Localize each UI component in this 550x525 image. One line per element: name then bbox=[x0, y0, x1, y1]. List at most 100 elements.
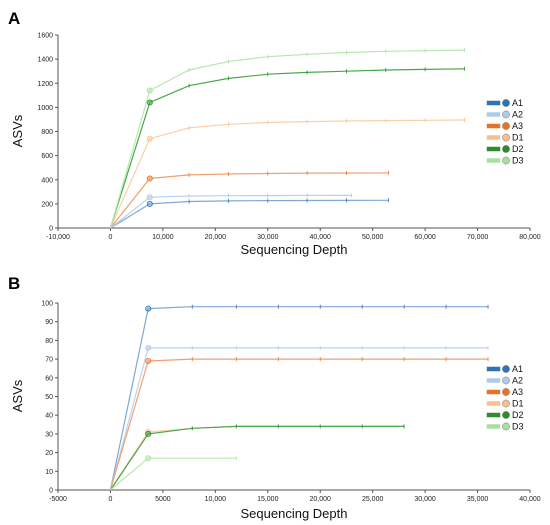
legend-swatch-line bbox=[486, 146, 501, 152]
legend-label: D2 bbox=[512, 144, 524, 154]
series-a1 bbox=[110, 198, 389, 229]
x-tick-label: 30,000 bbox=[414, 496, 436, 503]
y-tick-label: 400 bbox=[41, 177, 53, 184]
series-d2 bbox=[109, 66, 465, 229]
series-a2 bbox=[110, 193, 353, 229]
data-point bbox=[146, 194, 153, 201]
series-d2 bbox=[109, 424, 405, 491]
data-point bbox=[146, 99, 153, 106]
series-line-a3 bbox=[109, 358, 488, 491]
x-tick-label: 50,000 bbox=[362, 234, 384, 241]
x-tick-label: 15,000 bbox=[257, 496, 279, 503]
y-axis-label: ASVs bbox=[10, 379, 25, 412]
y-tick-label: 600 bbox=[41, 153, 53, 160]
series-d3 bbox=[110, 455, 237, 491]
series-a2 bbox=[109, 344, 489, 491]
x-tick-label: 20,000 bbox=[205, 234, 227, 241]
legend-label: D1 bbox=[512, 399, 524, 409]
x-tick-label: 0 bbox=[108, 234, 112, 241]
legend-label: A1 bbox=[512, 98, 523, 108]
y-tick-label: 30 bbox=[45, 431, 53, 438]
series-a1 bbox=[109, 304, 489, 491]
legend-swatch-marker bbox=[502, 399, 510, 408]
data-point bbox=[146, 87, 153, 94]
legend-label: D3 bbox=[512, 156, 524, 166]
x-tick-label: 35,000 bbox=[467, 496, 489, 503]
data-point bbox=[145, 305, 152, 312]
x-tick-label: 60,000 bbox=[414, 234, 436, 241]
legend-swatch-line bbox=[486, 412, 501, 418]
series-line-d2 bbox=[109, 425, 405, 491]
legend-label: A3 bbox=[512, 387, 523, 397]
legend-swatch-line bbox=[486, 158, 501, 163]
series-a3 bbox=[109, 357, 489, 491]
y-tick-label: 20 bbox=[45, 450, 53, 457]
legend-label: A3 bbox=[512, 121, 523, 131]
series-line-d2 bbox=[109, 68, 465, 229]
series-d1 bbox=[109, 424, 405, 491]
y-tick-label: 60 bbox=[45, 375, 53, 382]
legend-swatch-line bbox=[486, 135, 501, 140]
legend-swatch-marker bbox=[502, 411, 510, 419]
series-line-d3 bbox=[109, 49, 465, 229]
y-tick-label: 1400 bbox=[37, 57, 53, 64]
x-tick-label: 80,000 bbox=[519, 234, 541, 241]
data-point bbox=[145, 455, 152, 462]
legend-swatch-marker bbox=[502, 122, 510, 130]
series-line-d1 bbox=[109, 119, 465, 229]
x-tick-label: 25,000 bbox=[362, 496, 384, 503]
panel-label: A bbox=[8, 9, 20, 28]
legend-swatch-marker bbox=[502, 422, 510, 431]
y-tick-label: 80 bbox=[45, 338, 53, 345]
y-tick-label: 0 bbox=[49, 488, 53, 495]
x-tick-label: 40,000 bbox=[519, 496, 541, 503]
x-tick-label: 5000 bbox=[155, 496, 171, 503]
data-point bbox=[146, 200, 153, 207]
legend-label: A1 bbox=[512, 364, 523, 374]
legend-swatch-line bbox=[486, 112, 501, 117]
x-tick-label: 70,000 bbox=[467, 234, 489, 241]
x-axis-label: Sequencing Depth bbox=[241, 506, 348, 521]
series-line-a1 bbox=[110, 199, 389, 229]
y-tick-label: 50 bbox=[45, 394, 53, 401]
legend-swatch-marker bbox=[502, 145, 510, 153]
y-tick-label: 0 bbox=[49, 226, 53, 233]
y-tick-label: 100 bbox=[41, 301, 53, 308]
y-tick-label: 1600 bbox=[37, 33, 53, 40]
legend-label: A2 bbox=[512, 110, 523, 120]
data-point bbox=[146, 175, 153, 182]
y-tick-label: 1200 bbox=[37, 81, 53, 88]
legend-label: A2 bbox=[512, 376, 523, 386]
legend-swatch-line bbox=[486, 389, 501, 395]
x-tick-label: 40,000 bbox=[310, 234, 332, 241]
legend-swatch-line bbox=[486, 366, 501, 372]
x-axis-label: Sequencing Depth bbox=[241, 242, 348, 257]
legend-swatch-marker bbox=[502, 388, 510, 396]
y-tick-label: 800 bbox=[41, 129, 53, 136]
data-point bbox=[146, 135, 153, 142]
legend-swatch-line bbox=[486, 424, 501, 429]
series-line-a1 bbox=[109, 306, 488, 491]
legend-swatch-marker bbox=[502, 156, 510, 165]
legend-swatch-marker bbox=[502, 365, 510, 373]
y-tick-label: 90 bbox=[45, 319, 53, 326]
y-tick-label: 70 bbox=[45, 357, 53, 364]
series-d3 bbox=[109, 48, 465, 229]
x-tick-label: 20,000 bbox=[310, 496, 332, 503]
x-tick-label: 10,000 bbox=[152, 234, 174, 241]
data-point bbox=[145, 357, 152, 364]
series-line-a3 bbox=[109, 172, 389, 229]
panel-label: B bbox=[8, 274, 20, 293]
legend-swatch-line bbox=[486, 378, 501, 383]
x-tick-label: -10,000 bbox=[46, 234, 70, 241]
legend-label: D3 bbox=[512, 422, 524, 432]
x-tick-label: 30,000 bbox=[257, 234, 279, 241]
legend-swatch-marker bbox=[502, 110, 510, 119]
data-point bbox=[145, 430, 152, 437]
y-tick-label: 40 bbox=[45, 413, 53, 420]
